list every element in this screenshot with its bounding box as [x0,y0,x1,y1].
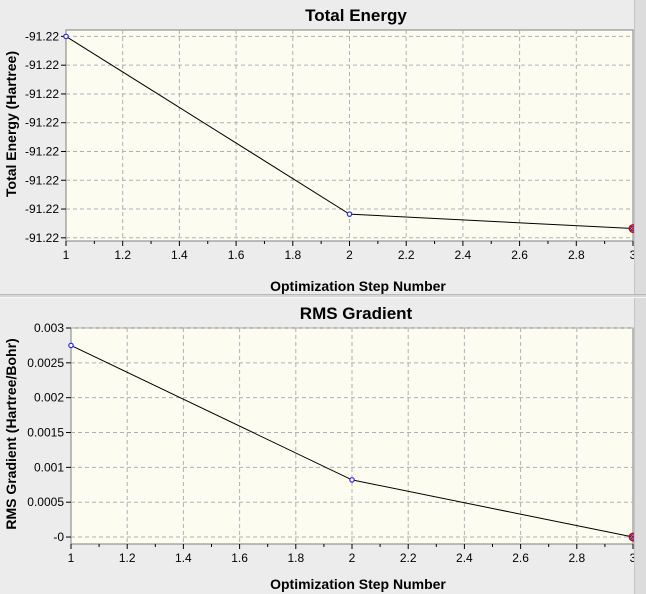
x-tick-label: 1.8 [287,551,304,565]
y-tick-label: -91.22 [25,116,59,130]
axis-ticks: 1 1.2 1.4 1.6 1.8 2 2.2 2.4 2.6 2.8 3 -0 0.0005 0.001… [27,321,636,565]
vertical-scrollbar[interactable] [634,0,646,294]
y-tick-label: -0 [53,530,64,544]
x-tick-label: 1 [68,551,75,565]
x-tick-label: 1.2 [119,551,136,565]
x-tick-label: 1.4 [171,248,188,262]
x-axis-label: Optimization Step Number [270,576,446,592]
data-point [346,211,353,217]
x-tick-label: 1.6 [231,551,248,565]
total-energy-chart-panel: Total Energy 1 1.2 1.4 1.6 1.8 2 2.2 2.4 2.6 2.8 3… [0,0,646,294]
y-tick-label: -91.22 [25,58,59,72]
x-tick-label: 2.2 [400,551,417,565]
x-tick-label: 2.4 [456,551,473,565]
x-tick-label: 3 [630,248,637,262]
x-axis-label: Optimization Step Number [270,278,446,294]
y-tick-label: -91.22 [25,231,59,245]
x-tick-label: 2.8 [568,551,585,565]
x-tick-label: 1.8 [284,248,301,262]
x-tick-label: 1.6 [228,248,245,262]
grid-lines [66,30,633,241]
x-tick-label: 1.2 [114,248,131,262]
x-tick-label: 3 [630,551,637,565]
axis-ticks: 1 1.2 1.4 1.6 1.8 2 2.2 2.4 2.6 2.8 3 -91.22 -91.22 -… [25,29,637,262]
chart-title: RMS Gradient [300,304,413,323]
y-tick-label: -91.22 [25,144,59,158]
grid-lines [71,327,633,544]
y-tick-label: -91.22 [25,29,59,43]
chart-title: Total Energy [305,6,407,25]
y-axis-label: RMS Gradient (Hartree/Bohr) [3,338,19,529]
y-tick-label: 0.0015 [27,426,64,440]
x-tick-label: 2 [349,551,356,565]
x-tick-label: 1 [63,248,70,262]
series-marks [63,33,638,233]
x-tick-label: 1.4 [175,551,192,565]
panel-divider[interactable] [0,294,646,298]
rms-gradient-chart-panel: RMS Gradient 1 1.2 1.4 1.6 1.8 2 2.2 2.4 2.6 2.8 3… [0,298,646,594]
y-tick-label: 0.0005 [27,495,64,509]
y-tick-label: 0.002 [34,391,64,405]
x-tick-label: 2.4 [455,248,472,262]
x-tick-label: 2.2 [398,248,415,262]
x-tick-label: 2.8 [568,248,585,262]
y-tick-label: -91.22 [25,173,59,187]
y-tick-label: 0.003 [34,321,64,335]
total-energy-chart: Total Energy 1 1.2 1.4 1.6 1.8 2 2.2 2.4 2.6 2.8 3… [3,6,638,294]
data-point [68,342,74,349]
rms-gradient-chart: RMS Gradient 1 1.2 1.4 1.6 1.8 2 2.2 2.4 2.6 2.8 3… [3,304,638,592]
data-point [63,33,69,40]
vertical-scrollbar[interactable] [634,298,646,594]
y-tick-label: 0.0025 [27,356,64,370]
y-tick-label: -91.22 [25,202,59,216]
y-tick-label: -91.22 [25,87,59,101]
x-tick-label: 2 [346,248,353,262]
x-tick-label: 2.6 [511,248,528,262]
data-point [349,477,355,483]
y-axis-label: Total Energy (Hartree) [3,51,19,197]
x-tick-label: 2.6 [512,551,529,565]
y-tick-label: 0.001 [34,460,64,474]
